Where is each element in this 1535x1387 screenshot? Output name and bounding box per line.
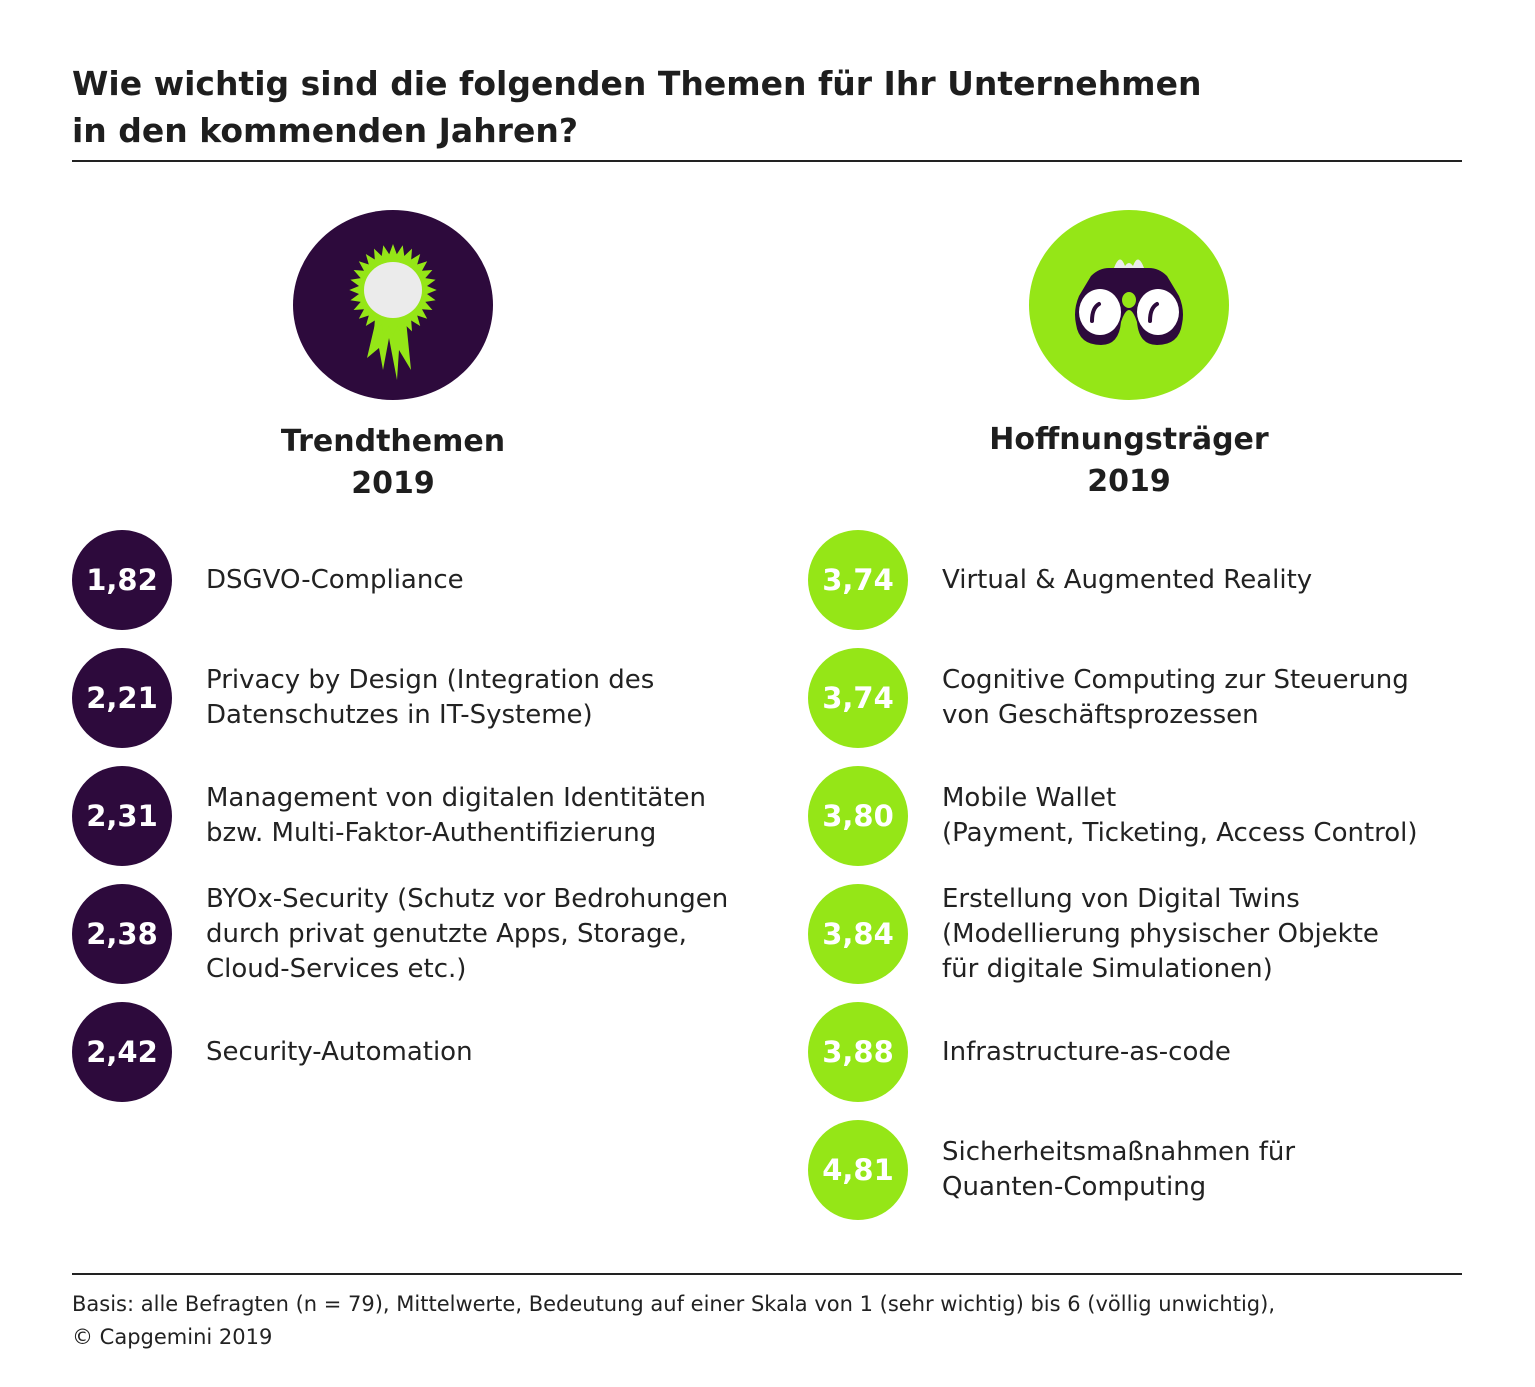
- topic-row: 2,31 Management von digitalen Identitäten…: [72, 766, 706, 866]
- topic-row: 4,81 Sicherheitsmaßnahmen für Quanten-Com…: [808, 1120, 1295, 1220]
- bottom-divider: [72, 1273, 1462, 1275]
- topic-label: Privacy by Design (Integration des Daten…: [206, 665, 655, 730]
- score-badge: 3,74: [808, 530, 908, 630]
- topic-label: Virtual & Augmented Reality: [942, 564, 1313, 595]
- topic-row: 3,74 Cognitive Computing zur Steuerung vo…: [808, 648, 1409, 748]
- score-badge: 2,21: [72, 648, 172, 748]
- group-title-hoffnungstraeger: Hoffnungsträger 2019: [989, 422, 1269, 499]
- score-badge: 2,42: [72, 1002, 172, 1102]
- score-badge: 3,84: [808, 884, 908, 984]
- score-badge: 2,31: [72, 766, 172, 866]
- topic-label: Mobile Wallet (Payment, Ticketing, Acces…: [942, 783, 1418, 848]
- group-title-trendthemen: Trendthemen 2019: [280, 424, 506, 501]
- topic-label: Infrastructure-as-code: [942, 1036, 1231, 1067]
- score-badge: 1,82: [72, 530, 172, 630]
- topic-label: BYOx-Security (Schutz vor Bedrohungen du…: [206, 883, 729, 984]
- topic-row: 3,74 Virtual & Augmented Reality: [808, 530, 1312, 630]
- topic-row: 3,80 Mobile Wallet (Payment, Ticketing, A…: [808, 766, 1418, 866]
- topic-row: 3,84 Erstellung von Digital Twins (Modell…: [808, 884, 1379, 984]
- footnote-basis: Basis: alle Befragten (n = 79), Mittelwe…: [72, 1292, 1275, 1316]
- footnote-copyright: © Capgemini 2019: [72, 1325, 273, 1349]
- topic-row: 2,42 Security-Automation: [72, 1002, 473, 1102]
- page-title: Wie wichtig sind die folgenden Themen fü…: [72, 60, 1201, 154]
- topic-row: 2,38 BYOx-Security (Schutz vor Bedrohunge…: [72, 884, 728, 984]
- footnote: Basis: alle Befragten (n = 79), Mittelwe…: [72, 1288, 1275, 1354]
- score-badge: 2,38: [72, 884, 172, 984]
- topic-row: 2,21 Privacy by Design (Integration des D…: [72, 648, 654, 748]
- topic-label: Management von digitalen Identitäten bzw…: [206, 783, 706, 848]
- topic-label: DSGVO-Compliance: [206, 564, 464, 595]
- topic-label: Cognitive Computing zur Steuerung von Ge…: [942, 665, 1409, 730]
- title-line-1: Wie wichtig sind die folgenden Themen fü…: [72, 64, 1202, 103]
- binoculars-icon: [1029, 210, 1229, 400]
- topic-row: 1,82 DSGVO-Compliance: [72, 530, 464, 630]
- award-rosette-icon: [293, 210, 493, 400]
- topic-row: 3,88 Infrastructure-as-code: [808, 1002, 1231, 1102]
- top-divider: [72, 160, 1462, 162]
- score-badge: 3,74: [808, 648, 908, 748]
- topic-label: Security-Automation: [206, 1036, 473, 1067]
- title-line-2: in den kommenden Jahren?: [72, 111, 578, 150]
- score-badge: 3,80: [808, 766, 908, 866]
- score-badge: 4,81: [808, 1120, 908, 1220]
- topic-label: Sicherheitsmaßnahmen für Quanten-Computi…: [942, 1137, 1296, 1202]
- topic-label: Erstellung von Digital Twins (Modellieru…: [942, 883, 1379, 984]
- score-badge: 3,88: [808, 1002, 908, 1102]
